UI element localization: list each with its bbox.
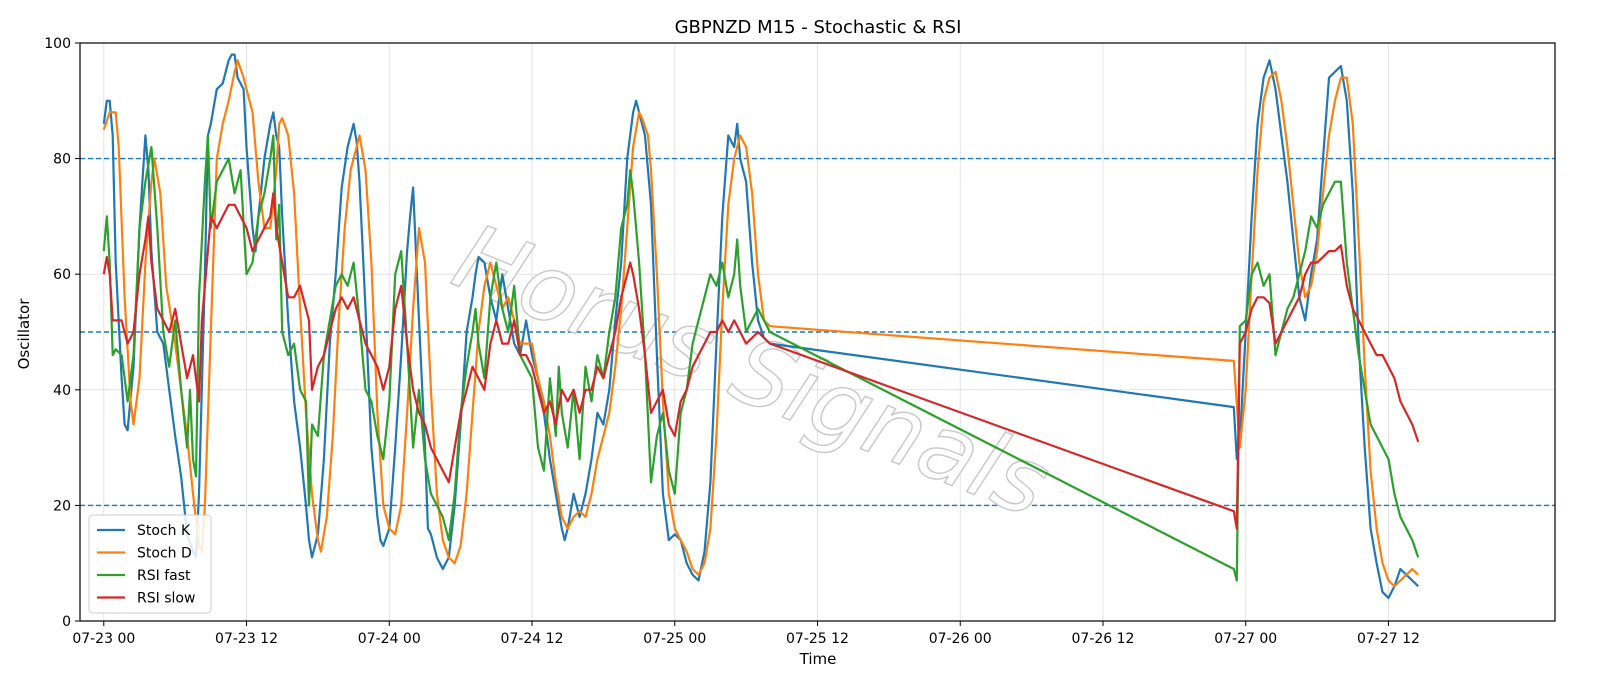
y-tick-label: 100 bbox=[44, 36, 71, 52]
x-tick-label: 07-26 00 bbox=[929, 631, 992, 647]
x-tick-label: 07-23 12 bbox=[215, 631, 278, 647]
chart-title: GBPNZD M15 - Stochastic & RSI bbox=[675, 17, 962, 38]
series-layer bbox=[102, 53, 1420, 599]
x-axis-ticks: 07-23 00 07-23 12 07-24 00 07-24 12 07-25 00… bbox=[72, 621, 1420, 647]
x-axis-label: Time bbox=[799, 650, 837, 668]
y-axis-ticks: 0 20 40 60 80 100 bbox=[44, 36, 80, 630]
series-line-rsi-fast bbox=[102, 134, 1420, 582]
x-tick-label: 07-23 00 bbox=[72, 631, 135, 647]
legend-label: Stoch D bbox=[137, 546, 192, 562]
legend: Stoch K Stoch D RSI fast RSI slow bbox=[88, 514, 212, 614]
threshold-lines bbox=[80, 157, 1555, 507]
legend-label: RSI slow bbox=[137, 591, 195, 607]
x-tick-label: 07-25 00 bbox=[643, 631, 706, 647]
y-axis-label: Oscillator bbox=[15, 298, 33, 370]
legend-label: RSI fast bbox=[137, 568, 191, 584]
x-tick-label: 07-26 12 bbox=[1072, 631, 1135, 647]
x-tick-label: 07-25 12 bbox=[786, 631, 849, 647]
y-tick-label: 80 bbox=[53, 152, 71, 168]
legend-box bbox=[88, 514, 212, 614]
x-tick-label: 07-24 12 bbox=[501, 631, 564, 647]
legend-label: Stoch K bbox=[137, 523, 191, 539]
y-tick-label: 60 bbox=[53, 267, 71, 283]
y-tick-label: 0 bbox=[62, 614, 71, 630]
series-line-rsi-slow bbox=[102, 192, 1420, 530]
x-tick-label: 07-27 12 bbox=[1357, 631, 1420, 647]
x-tick-label: 07-27 00 bbox=[1214, 631, 1277, 647]
y-tick-label: 20 bbox=[53, 498, 71, 514]
y-tick-label: 40 bbox=[53, 383, 71, 399]
x-tick-label: 07-24 00 bbox=[358, 631, 421, 647]
